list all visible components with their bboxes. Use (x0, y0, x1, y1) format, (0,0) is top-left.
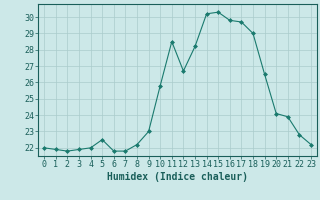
X-axis label: Humidex (Indice chaleur): Humidex (Indice chaleur) (107, 172, 248, 182)
